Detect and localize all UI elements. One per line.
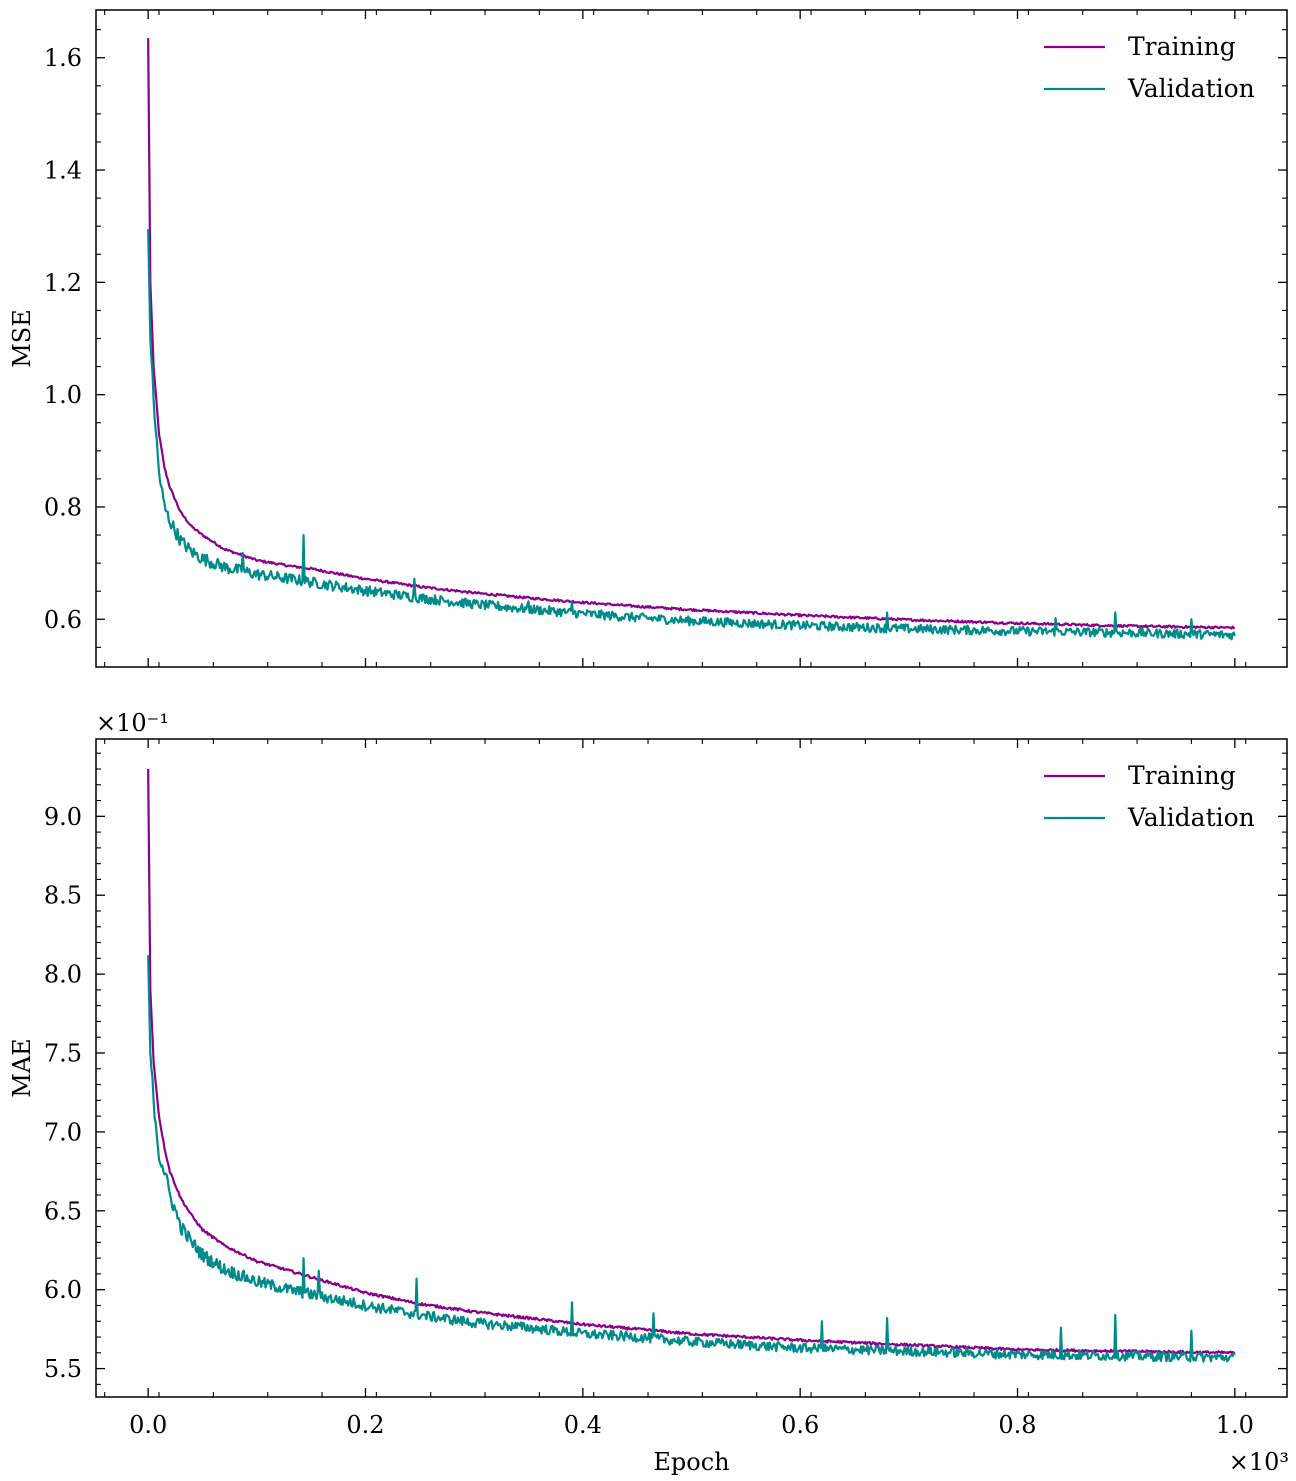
mae-y-tick-label: 7.0: [44, 1118, 82, 1146]
mae-legend-label-training: Training: [1128, 761, 1236, 790]
mse-legend: Training Validation: [1044, 32, 1255, 103]
mse-series-validation: [147, 228, 1236, 641]
x-axis-label: Epoch: [653, 1448, 729, 1476]
mse-y-tick-label: 1.2: [44, 269, 82, 297]
mae-series-layer: [147, 768, 1236, 1363]
mse-legend-label-validation: Validation: [1127, 74, 1255, 103]
mae-ticks: 0.0 0.2 0.4 0.6 0.8 1.0 5.5 6.0 6.5 7.0 7.5 8.0 8.5 9…: [44, 739, 1287, 1439]
x-tick-label: 0.2: [346, 1411, 384, 1439]
mse-legend-label-training: Training: [1128, 32, 1236, 61]
mse-y-axis-label: MSE: [8, 309, 36, 368]
mae-y-tick-label: 6.5: [44, 1197, 82, 1225]
x-tick-label: 0.8: [998, 1411, 1036, 1439]
x-multiplier: ×10³: [1229, 1448, 1289, 1476]
mae-y-multiplier: ×10⁻¹: [96, 709, 169, 737]
x-tick-label: 0.4: [564, 1411, 602, 1439]
mae-y-tick-label: 6.0: [44, 1276, 82, 1304]
mse-axes-frame: [95, 9, 1288, 668]
mae-y-tick-label: 8.5: [44, 882, 82, 910]
mae-axes-frame: [95, 738, 1288, 1398]
mae-y-tick-label: 7.5: [44, 1040, 82, 1068]
mse-y-tick-label: 1.0: [44, 381, 82, 409]
mae-legend: Training Validation: [1044, 761, 1255, 832]
mae-panel: 0.0 0.2 0.4 0.6 0.8 1.0 5.5 6.0 6.5 7.0 7.5 8.0 8.5 9…: [8, 709, 1289, 1476]
mae-series-training: [147, 768, 1236, 1355]
x-tick-label: 0.0: [129, 1411, 167, 1439]
mse-series-training: [147, 38, 1236, 630]
x-tick-label: 1.0: [1216, 1411, 1254, 1439]
mse-ticks: 0.6 0.8 1.0 1.2 1.4 1.6: [44, 10, 1287, 667]
mse-y-tick-label: 1.4: [44, 157, 82, 185]
x-tick-label: 0.6: [781, 1411, 819, 1439]
mae-series-validation: [147, 955, 1236, 1363]
mse-panel: 0.6 0.8 1.0 1.2 1.4 1.6 MSE Training Validati…: [8, 9, 1288, 668]
mae-y-tick-label: 8.0: [44, 961, 82, 989]
mse-series-layer: [147, 38, 1236, 641]
mse-y-tick-label: 1.6: [44, 44, 82, 72]
mae-y-tick-label: 5.5: [44, 1355, 82, 1383]
mae-legend-label-validation: Validation: [1127, 803, 1255, 832]
mae-y-axis-label: MAE: [8, 1038, 36, 1097]
mae-y-tick-label: 9.0: [44, 803, 82, 831]
mse-y-tick-label: 0.8: [44, 493, 82, 521]
mse-y-tick-label: 0.6: [44, 606, 82, 634]
